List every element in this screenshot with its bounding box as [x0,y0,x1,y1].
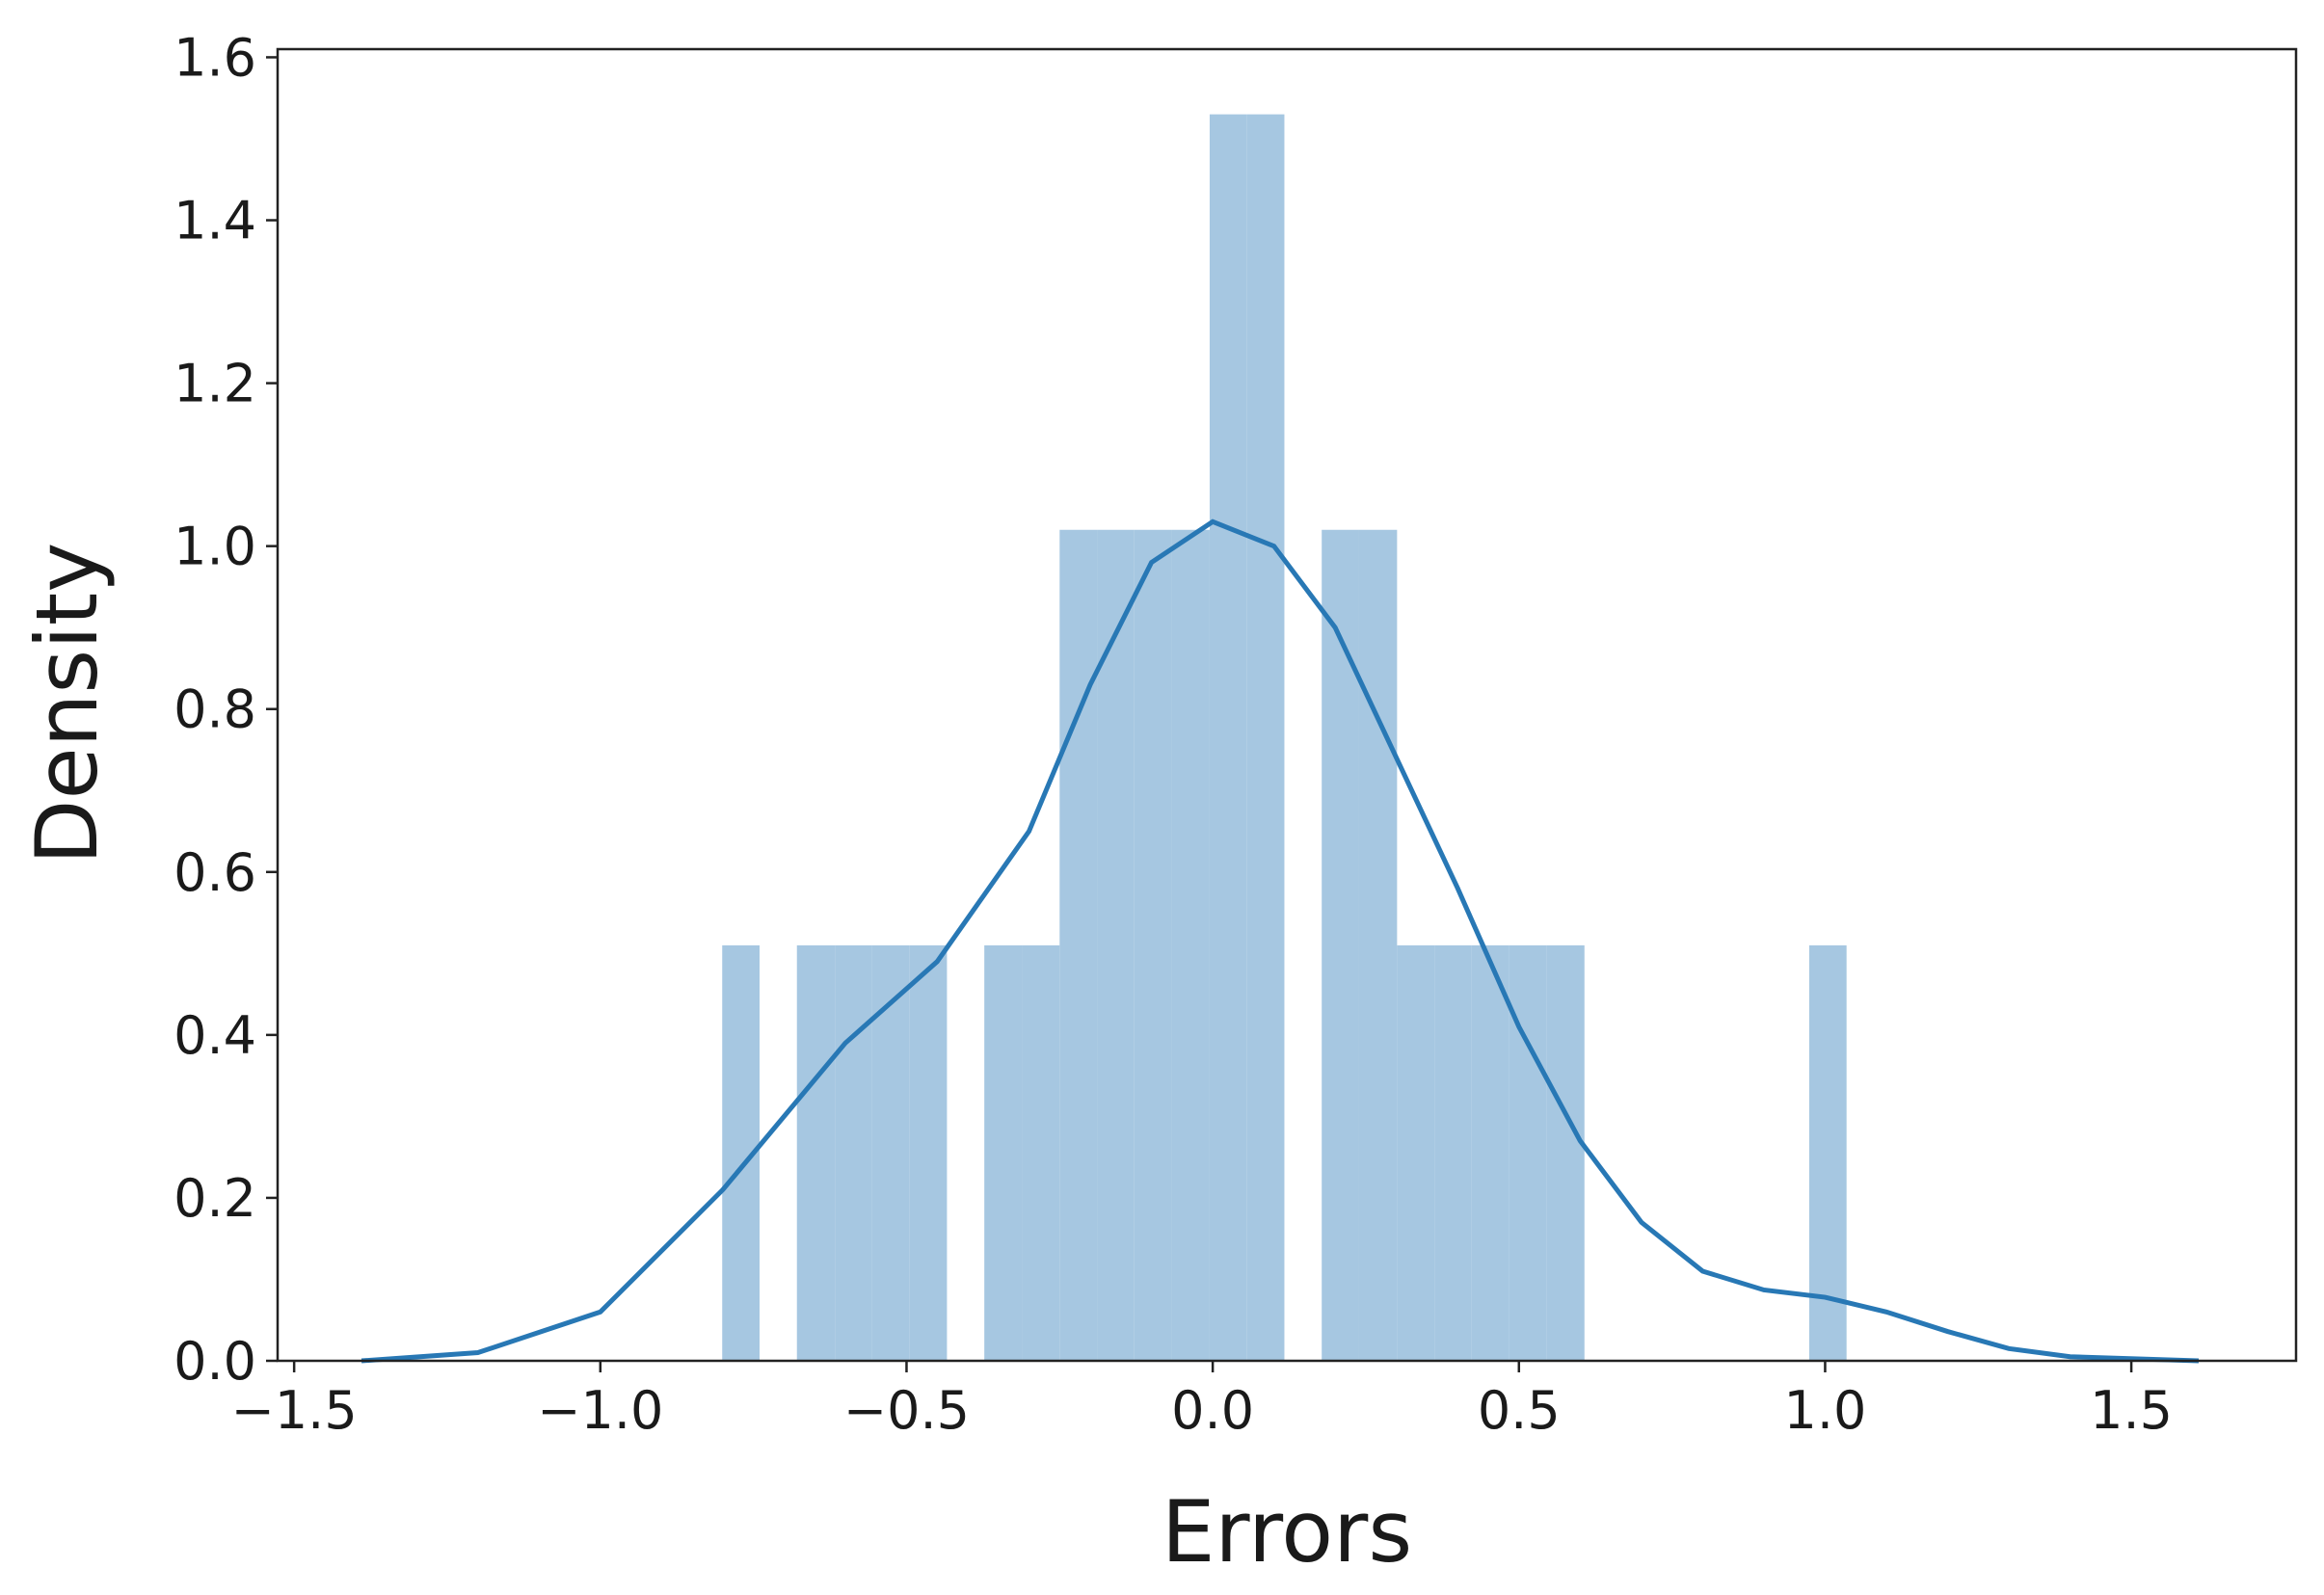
bar [1134,529,1172,1361]
bar [1097,529,1135,1361]
y-tick-label: 0.8 [174,679,256,740]
x-tick-label: 0.0 [1171,1380,1254,1441]
kde-line [361,518,2200,1364]
bar [984,944,1023,1361]
bar [1546,944,1585,1361]
y-tick-label: 1.6 [174,27,256,88]
bar [835,944,872,1361]
bar [909,944,948,1361]
x-tick-label: −1.5 [231,1380,358,1441]
bar [1246,114,1285,1362]
bar [1808,944,1847,1361]
bar [1171,529,1210,1361]
x-tick-label: −1.0 [537,1380,663,1441]
y-tick-label: 1.2 [174,354,256,414]
y-tick-label: 0.0 [174,1331,256,1392]
x-tick-label: 0.5 [1478,1380,1561,1441]
x-axis-label: Errors [1162,1482,1412,1582]
bar [796,944,836,1361]
x-tick-label: −0.5 [843,1380,970,1441]
y-tick-label: 0.6 [174,842,256,903]
bar [1059,529,1098,1361]
x-tick-label: 1.0 [1783,1380,1866,1441]
bar [1358,529,1398,1361]
bar [1471,944,1509,1361]
bar [1397,944,1435,1361]
x-tick-label: 1.5 [2090,1380,2173,1441]
plot-frame [276,47,2298,1363]
y-tick-label: 0.2 [174,1168,256,1229]
bar [871,944,910,1361]
bar [1209,114,1247,1362]
bar [1022,944,1060,1361]
y-tick-label: 0.4 [174,1005,256,1066]
bar [1509,944,1547,1361]
y-tick-label: 1.0 [174,517,256,577]
y-tick-label: 1.4 [174,191,256,252]
bar [1434,944,1472,1361]
bar [1322,529,1359,1361]
y-axis-label: Density [17,543,117,865]
